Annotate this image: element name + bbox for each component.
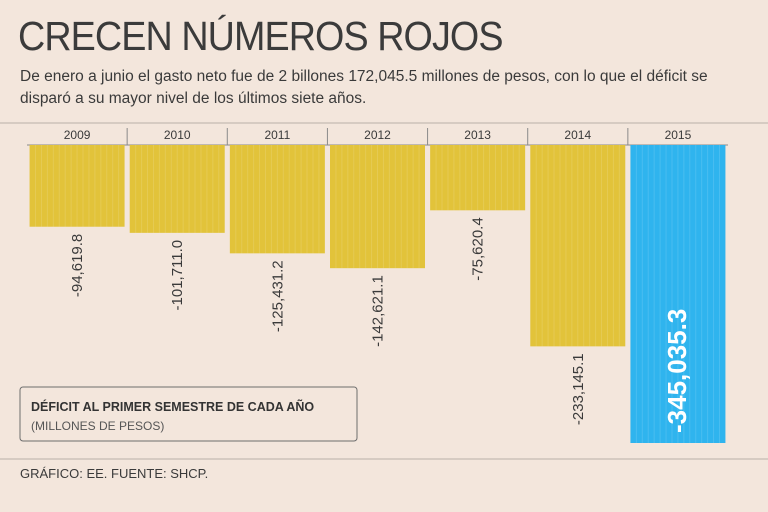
legend-box: DÉFICIT AL PRIMER SEMESTRE DE CADA AÑO (… xyxy=(19,386,358,442)
year-label-2013: 2013 xyxy=(464,128,491,142)
value-label-2013: -75,620.4 xyxy=(470,217,487,280)
legend-title: DÉFICIT AL PRIMER SEMESTRE DE CADA AÑO xyxy=(31,399,314,414)
bar-2015 xyxy=(630,145,726,443)
bar-2013 xyxy=(430,145,526,211)
value-label-2009: -94,619.8 xyxy=(69,234,86,297)
year-label-2015: 2015 xyxy=(665,128,692,142)
value-label-2010: -101,711.0 xyxy=(169,240,186,311)
year-label-2012: 2012 xyxy=(364,128,391,142)
value-label-2011: -125,431.2 xyxy=(269,260,286,332)
legend-units: (MILLONES DE PESOS) xyxy=(31,419,164,433)
page-title: CRECEN NÚMEROS ROJOS xyxy=(18,13,504,59)
value-label-2014: -233,145.1 xyxy=(570,353,587,425)
bar-2012 xyxy=(330,145,425,269)
source-credit: GRÁFICO: EE. FUENTE: SHCP. xyxy=(20,466,209,481)
value-label-2012: -142,621.1 xyxy=(370,275,387,347)
legend-frame xyxy=(19,386,358,442)
year-label-2014: 2014 xyxy=(564,128,591,142)
year-label-2010: 2010 xyxy=(164,128,191,142)
subtitle: De enero a junio el gasto neto fue de 2 … xyxy=(20,68,708,107)
year-label-2009: 2009 xyxy=(64,128,91,142)
bar-2014 xyxy=(530,145,626,347)
bar-2010 xyxy=(129,145,225,233)
bar-2009 xyxy=(29,145,125,227)
bar-2011 xyxy=(229,145,325,254)
year-label-2011: 2011 xyxy=(264,128,290,142)
value-label-2015: -345,035.3 xyxy=(662,309,692,433)
